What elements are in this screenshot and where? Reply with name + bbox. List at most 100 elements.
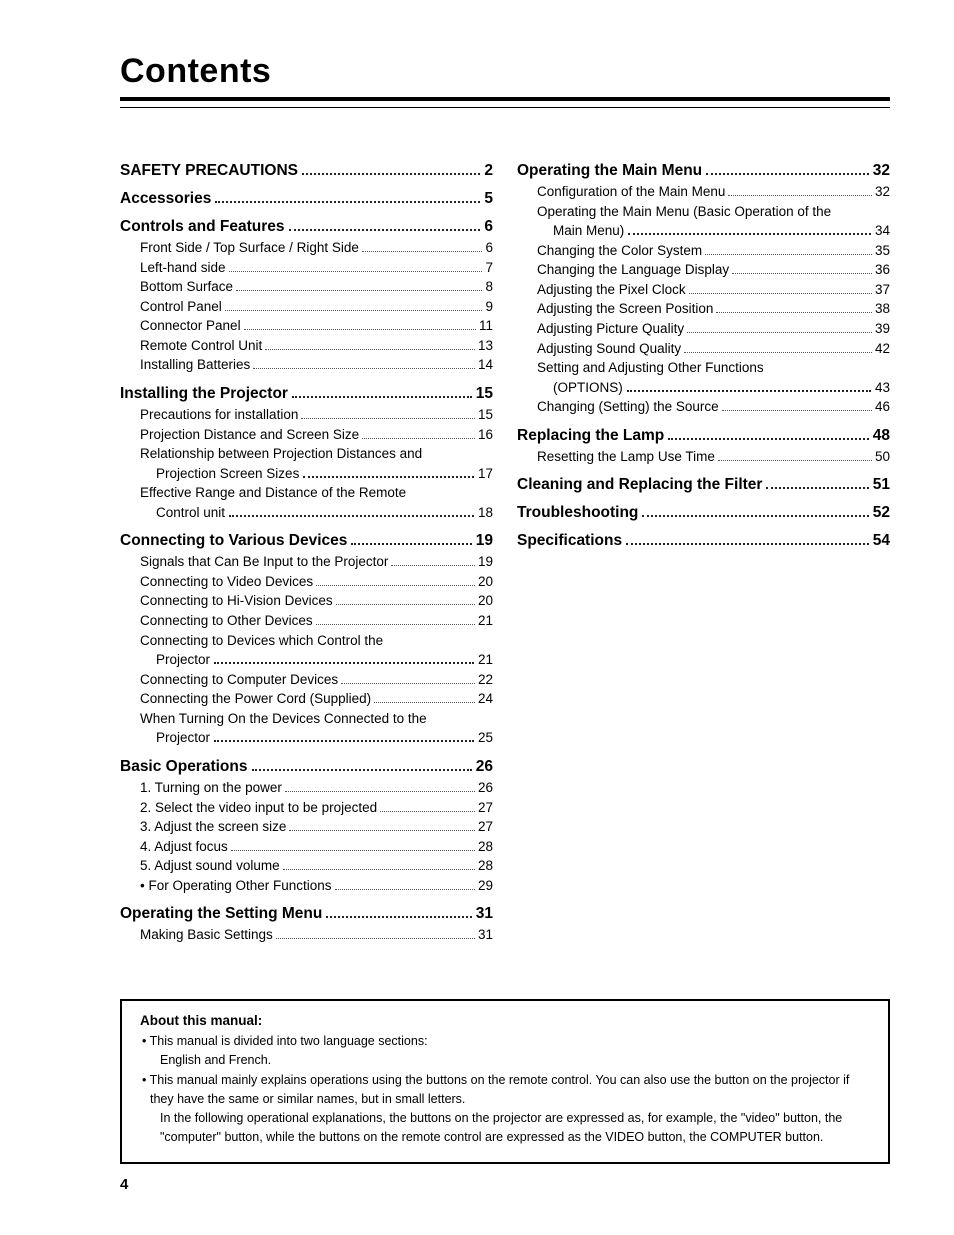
toc-sub-label: Connecting to Computer Devices <box>140 670 338 690</box>
left-column: SAFETY PRECAUTIONS2 Accessories5 Controls … <box>120 152 493 945</box>
toc-section: Accessories5 <box>120 190 493 208</box>
toc-sub-label: Configuration of the Main Menu <box>537 182 725 202</box>
leader-dots <box>362 242 483 252</box>
toc-sub-label: Installing Batteries <box>140 355 250 375</box>
toc-section-label: Installing the Projector <box>120 385 288 403</box>
toc-sub-label: Bottom Surface <box>140 277 233 297</box>
toc-section: Basic Operations26 <box>120 758 493 776</box>
toc-subitem-line1: Connecting to Devices which Control the <box>140 631 493 651</box>
toc-page: 6 <box>485 238 493 258</box>
leader-dots <box>253 359 475 369</box>
leader-dots <box>628 224 871 235</box>
toc-sub-label: Signals that Can Be Input to the Project… <box>140 552 388 572</box>
leader-dots <box>684 342 872 352</box>
leader-dots <box>335 879 475 889</box>
toc-page: 37 <box>875 280 890 300</box>
toc-subitem: Making Basic Settings31 <box>140 925 493 945</box>
toc-subitem: Precautions for installation15 <box>140 405 493 425</box>
about-sub: English and French. <box>160 1051 870 1070</box>
toc-page: 38 <box>875 299 890 319</box>
toc-page: 15 <box>478 405 493 425</box>
toc-sub-label: (OPTIONS) <box>553 378 623 398</box>
toc-subitem: Front Side / Top Surface / Right Side6 <box>140 238 493 258</box>
toc-page: 28 <box>478 856 493 876</box>
toc-section-label: Operating the Main Menu <box>517 162 702 180</box>
toc-page: 8 <box>485 277 493 297</box>
toc-sub-label: Connecting the Power Cord (Supplied) <box>140 689 371 709</box>
about-bullet: This manual mainly explains operations u… <box>150 1071 870 1109</box>
toc-subitem-line2: Projector 21 <box>156 650 493 670</box>
about-list: This manual is divided into two language… <box>140 1032 870 1051</box>
toc-subitem: Resetting the Lamp Use Time50 <box>537 447 890 467</box>
toc-subitem-line1: Effective Range and Distance of the Remo… <box>140 483 493 503</box>
toc-section-label: Replacing the Lamp <box>517 427 664 445</box>
toc-sub-label: Remote Control Unit <box>140 336 262 356</box>
toc-page: 27 <box>478 817 493 837</box>
toc-subitem: • For Operating Other Functions29 <box>140 876 493 896</box>
toc-sub-label: Connecting to Other Devices <box>140 611 313 631</box>
toc-subitem-line1: Setting and Adjusting Other Functions <box>537 358 890 378</box>
toc-section: Specifications 54 <box>517 532 890 550</box>
leader-dots <box>316 615 475 625</box>
toc-page: 31 <box>478 925 493 945</box>
toc-page: 14 <box>478 355 493 375</box>
toc-subitem: Connector Panel11 <box>140 316 493 336</box>
leader-dots <box>316 575 475 585</box>
toc-sub-label: Projector <box>156 650 210 670</box>
leader-dots <box>215 190 480 203</box>
toc-section: SAFETY PRECAUTIONS2 <box>120 162 493 180</box>
toc-section: Troubleshooting52 <box>517 504 890 522</box>
leader-dots <box>380 801 475 811</box>
toc-page: 34 <box>875 221 890 241</box>
toc-subitem: 4. Adjust focus28 <box>140 837 493 857</box>
toc-page: 19 <box>478 552 493 572</box>
toc-page: 6 <box>484 218 493 236</box>
toc-subitem: Adjusting Picture Quality39 <box>537 319 890 339</box>
page-number: 4 <box>120 1176 890 1193</box>
toc-page: 21 <box>478 650 493 670</box>
toc-sub-label: Control unit <box>156 503 225 523</box>
toc-page: 24 <box>478 689 493 709</box>
toc-page: 27 <box>478 798 493 818</box>
leader-dots <box>301 409 475 419</box>
toc-sub-label: 4. Adjust focus <box>140 837 228 857</box>
toc-sub-label: 5. Adjust sound volume <box>140 856 280 876</box>
leader-dots <box>374 693 475 703</box>
page-title: Contents <box>120 52 890 91</box>
leader-dots <box>341 673 475 683</box>
toc-sub-label: Connector Panel <box>140 316 241 336</box>
toc-sub-label: Projector <box>156 728 210 748</box>
leader-dots <box>292 385 472 398</box>
leader-dots <box>225 300 483 310</box>
leader-dots <box>705 244 872 254</box>
toc-page: 32 <box>873 162 890 180</box>
toc-page: 54 <box>873 532 890 550</box>
toc-page: 29 <box>478 876 493 896</box>
leader-dots <box>231 840 475 850</box>
toc-sub-label: Adjusting the Screen Position <box>537 299 713 319</box>
toc-subitem: 2. Select the video input to be projecte… <box>140 798 493 818</box>
toc-subitem-line1: Operating the Main Menu (Basic Operation… <box>537 202 890 222</box>
title-rule <box>120 97 890 108</box>
toc-section: Controls and Features 6 <box>120 218 493 236</box>
leader-dots <box>687 323 872 333</box>
toc-section-label: Specifications <box>517 532 622 550</box>
toc-page: 26 <box>476 758 493 776</box>
toc-section-label: Troubleshooting <box>517 504 638 522</box>
toc-section: Installing the Projector15 <box>120 385 493 403</box>
toc-section: Operating the Main Menu 32 <box>517 162 890 180</box>
leader-dots <box>642 504 868 517</box>
toc-subitem-line1: Relationship between Projection Distance… <box>140 444 493 464</box>
about-title: About this manual: <box>140 1013 870 1028</box>
toc-section: Connecting to Various Devices19 <box>120 532 493 550</box>
toc-page: 48 <box>873 427 890 445</box>
toc-sub-label: Changing the Language Display <box>537 260 729 280</box>
leader-dots <box>722 401 872 411</box>
leader-dots <box>706 162 869 175</box>
toc-page: 26 <box>478 778 493 798</box>
about-list: This manual mainly explains operations u… <box>140 1071 870 1109</box>
leader-dots <box>326 905 471 918</box>
toc-subitem-line2: Control unit18 <box>156 503 493 523</box>
toc-section-label: Controls and Features <box>120 218 285 236</box>
toc-sub-label: Adjusting Picture Quality <box>537 319 684 339</box>
